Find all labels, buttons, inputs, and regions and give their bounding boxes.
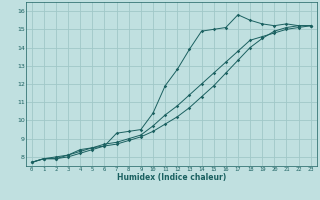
X-axis label: Humidex (Indice chaleur): Humidex (Indice chaleur) — [116, 173, 226, 182]
